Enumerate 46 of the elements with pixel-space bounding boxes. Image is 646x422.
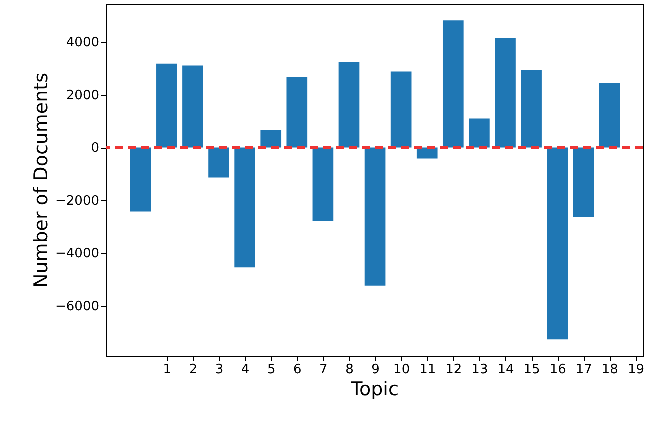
y-tick-label: 0 xyxy=(91,141,100,156)
bar xyxy=(182,66,204,148)
bar xyxy=(573,148,594,218)
x-tick-label: 2 xyxy=(189,362,198,378)
x-tick-label: 3 xyxy=(215,362,224,378)
bar xyxy=(208,148,230,178)
x-tick-label: 8 xyxy=(346,362,354,378)
bar xyxy=(156,64,178,148)
x-axis-title: Topic xyxy=(350,378,399,400)
y-tick-label: 4000 xyxy=(66,36,100,51)
y-tick-label: −4000 xyxy=(56,246,100,262)
bar xyxy=(338,62,360,148)
y-tick-label: −6000 xyxy=(56,299,100,314)
bar xyxy=(469,118,490,148)
bar xyxy=(286,77,308,148)
bar xyxy=(234,148,256,268)
y-axis-title: Number of Documents xyxy=(30,72,53,288)
x-tick-label: 15 xyxy=(524,362,540,378)
bar xyxy=(416,148,438,159)
bar xyxy=(599,83,620,148)
bar xyxy=(521,70,542,148)
y-tick-label: −2000 xyxy=(56,194,100,209)
bar xyxy=(390,72,412,148)
x-tick-label: 12 xyxy=(446,362,462,378)
bar xyxy=(260,130,282,148)
x-tick-label: 9 xyxy=(372,362,380,378)
x-tick-label: 17 xyxy=(576,362,592,378)
x-tick-label: 11 xyxy=(420,362,436,378)
bar xyxy=(364,148,386,286)
y-tick-label: 2000 xyxy=(66,88,100,104)
bar xyxy=(130,148,152,212)
x-tick-label: 7 xyxy=(320,362,328,378)
x-tick-label: 5 xyxy=(267,362,276,378)
x-tick-label: 14 xyxy=(498,362,514,378)
x-tick-label: 16 xyxy=(550,362,566,378)
x-tick-label: 6 xyxy=(294,362,302,378)
bar xyxy=(442,20,464,148)
x-tick-label: 4 xyxy=(241,362,250,378)
x-tick-label: 19 xyxy=(628,362,644,378)
bar xyxy=(312,148,334,222)
bar xyxy=(547,148,568,340)
bar xyxy=(495,38,516,148)
x-tick-label: 1 xyxy=(163,362,172,378)
x-tick-label: 13 xyxy=(472,362,488,378)
x-tick-label: 10 xyxy=(394,362,410,378)
x-tick-label: 18 xyxy=(602,362,618,378)
